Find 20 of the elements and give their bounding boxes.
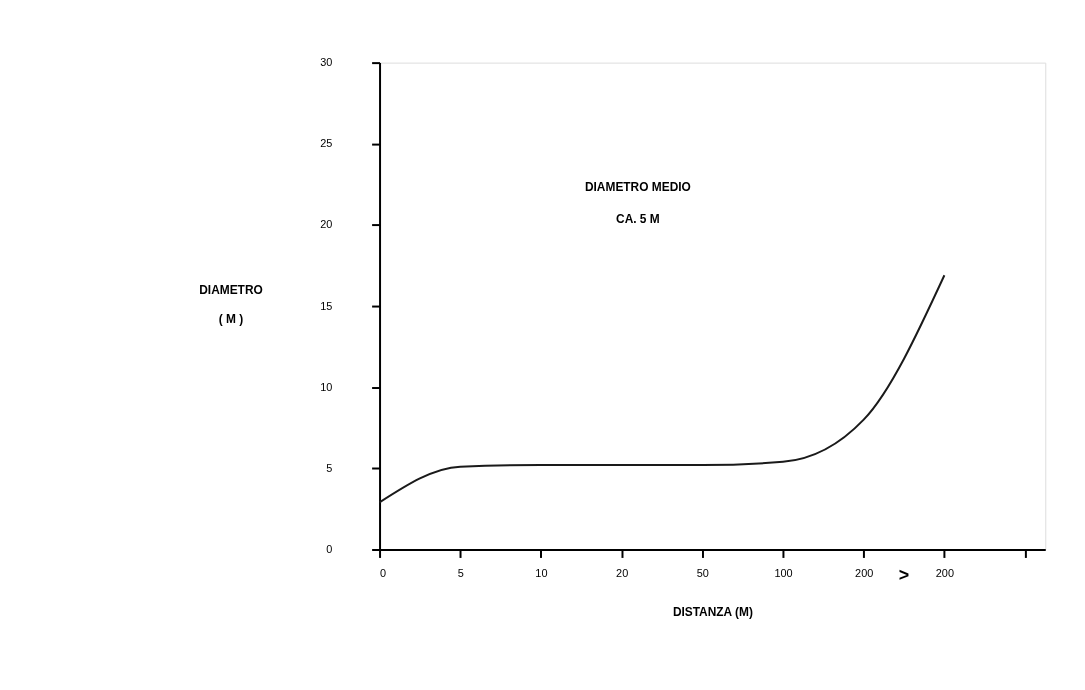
x-tick-label: 0 — [380, 566, 387, 579]
y-tick-label: 10 — [320, 380, 333, 393]
y-tick-label: 30 — [320, 56, 333, 69]
x-tick-label: 10 — [535, 566, 548, 579]
x-tick-label: 200 — [855, 566, 874, 579]
x-tick-label: 100 — [774, 566, 793, 579]
y-tick-label: 25 — [320, 137, 333, 150]
y-tick-label: 0 — [326, 542, 333, 555]
x-axis-title: DISTANZA (M) — [672, 604, 753, 619]
y-tick-label: 20 — [320, 218, 333, 231]
x-tick-label: 50 — [696, 566, 709, 579]
y-tick-label: 5 — [326, 461, 333, 474]
x-tick-label: 5 — [457, 566, 464, 579]
line-series — [378, 274, 946, 504]
text: > — [898, 565, 910, 586]
x-tick-label: 200 — [935, 566, 954, 579]
y-tick-label: 15 — [320, 299, 333, 312]
text: DIAMETRO MEDIO CA. 5 M — [584, 179, 691, 226]
text: DIAMETRO ( M ) — [199, 282, 263, 327]
x-tick-label: 20 — [616, 566, 629, 579]
